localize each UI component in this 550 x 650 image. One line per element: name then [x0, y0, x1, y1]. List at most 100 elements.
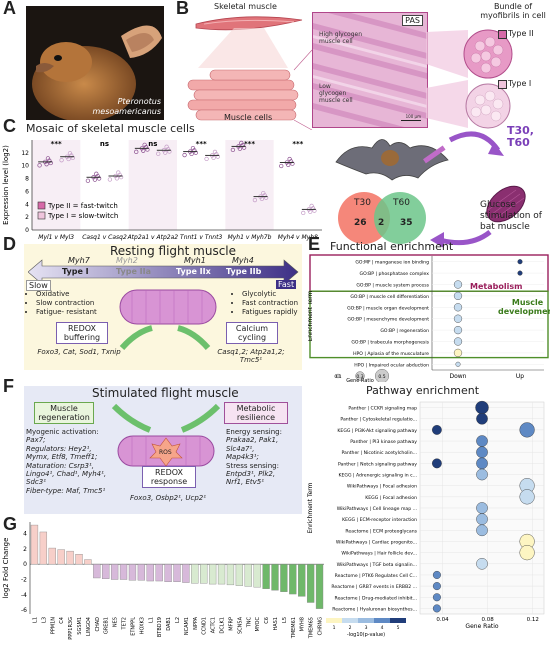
metabolic-resilience-box: Metabolic resilience	[224, 402, 288, 424]
type2-swatch	[498, 30, 507, 39]
y-tick-label: 4	[25, 201, 29, 208]
pathway-dot	[432, 424, 442, 435]
fold-change-bar	[271, 563, 279, 591]
pathway-term-label: Panther | Notch signaling pathway	[338, 461, 417, 467]
pathway-dot	[519, 489, 535, 505]
resting-muscle-fiber	[119, 289, 217, 351]
meta-line-5: Entpd3¹, Plk2,	[226, 470, 276, 479]
x-axis-label: Gene Ratio	[465, 623, 498, 630]
fold-change-bar	[84, 559, 92, 565]
x-tick-label: Myl1 v Myl3	[38, 234, 74, 241]
stimulated-title: Stimulated flight muscle	[92, 386, 239, 400]
t60-label: T60	[507, 136, 530, 149]
fold-change-bar	[164, 563, 172, 583]
gene-label: TMEM61	[291, 617, 297, 639]
fold-change-bar	[289, 563, 297, 595]
data-point	[301, 210, 306, 216]
category-band	[128, 140, 177, 230]
pathway-dot	[432, 570, 441, 579]
fold-change-bar	[306, 563, 315, 603]
term-label: GO:BP | muscle organ development	[347, 305, 429, 311]
type1-fiber: Type I	[62, 267, 89, 276]
slow-prop-3: Fatigue- resistant	[36, 308, 97, 317]
glucose-label: Glucose stimulation of bat muscle	[480, 200, 542, 233]
data-point	[279, 163, 284, 169]
enrichment-dot	[453, 291, 463, 301]
type2a-fiber: Type IIa	[116, 267, 152, 276]
pathway-dot	[476, 446, 488, 459]
gene-label: SGSM1	[77, 617, 83, 635]
pathway-enrichment-chart: Panther | CCKR signaling map Panther | Cy…	[307, 400, 545, 638]
pathway-dot	[476, 513, 488, 525]
data-point	[116, 170, 121, 175]
low-glycogen-label: Low glycogen muscle cell	[319, 83, 353, 104]
venn-t60-count: 35	[400, 218, 413, 228]
muscle-development-box	[309, 290, 549, 359]
pathway-term-label: Panther | Nicotinic acetylcholin...	[341, 450, 417, 456]
data-point	[239, 140, 244, 146]
pathway-term-label: KEGG | ECM-receptor interaction	[342, 517, 417, 523]
gene-label: HOXK3	[139, 617, 145, 634]
bat-photo: Pteronotus mesoamericanus	[26, 6, 164, 120]
panel-label-a: A	[3, 0, 16, 18]
scale-bar	[401, 120, 421, 121]
data-point	[156, 151, 161, 156]
y-tick-label: 0	[25, 227, 29, 234]
functional-enrichment-title: Functional enrichment	[330, 240, 454, 253]
data-point	[85, 178, 91, 183]
pathway-dot	[476, 435, 488, 447]
regen-line-1: Pax7;	[26, 436, 46, 445]
enrichment-dot	[453, 280, 463, 289]
data-point	[37, 163, 42, 168]
y-axis-label: log2 Fold Change	[2, 538, 10, 599]
y-tick-label: 2	[23, 546, 27, 553]
gene-label: DCLK1	[220, 617, 226, 634]
y-tick-label: -6	[21, 607, 27, 614]
gene-label: L3	[41, 617, 47, 623]
fold-change-bar	[39, 531, 48, 565]
metabolism-label: Metabolism	[470, 282, 523, 291]
gene-label: L1	[148, 617, 154, 623]
pas-texture	[313, 13, 427, 127]
fiber-type-arrow	[28, 259, 299, 285]
fold-change-bar	[200, 563, 208, 584]
myofibril-bundles	[426, 29, 513, 129]
fold-change-bar	[66, 550, 74, 565]
x-tick-up: Up	[516, 373, 524, 380]
colorbar-segment	[342, 618, 358, 623]
data-point	[212, 149, 218, 155]
glucose-line-3: bat muscle	[480, 222, 530, 232]
muscle-dev-line-1: Muscle	[511, 298, 544, 307]
fold-change-bar	[102, 563, 110, 579]
chart-c-title: Mosaic of skeletal muscle cells	[26, 122, 195, 135]
data-point	[45, 156, 51, 161]
regen-line-6: Sdc3¹	[26, 478, 46, 487]
resting-title: Resting flight muscle	[110, 244, 237, 258]
venn-t60-label: T60	[393, 198, 410, 208]
data-point	[107, 177, 113, 182]
fold-change-bar	[137, 563, 146, 581]
scale-bar-label: 100 μm	[405, 114, 421, 119]
size-legend-label: 0.1	[334, 374, 341, 380]
meta-line-3: Map4k3¹;	[226, 453, 259, 462]
redox-response-genes: Foxo3, Osbp2¹, Ucp2¹	[129, 494, 207, 502]
enrichment-dot	[453, 314, 463, 323]
type1-label: Type I	[508, 79, 532, 88]
data-point	[142, 142, 147, 148]
gene-label: GREB1	[104, 617, 110, 634]
gene-label: NPPA	[193, 616, 199, 629]
regen-line-0: Myogenic activation:	[26, 428, 99, 436]
data-point	[190, 145, 196, 151]
significance-label: ***	[51, 140, 62, 148]
fold-change-bar	[146, 563, 154, 582]
data-point	[230, 147, 236, 153]
t30-label: T30,	[507, 124, 534, 137]
x-tick-label: Myh1 v Myh7b	[228, 234, 272, 241]
fold-change-bar	[93, 563, 101, 579]
venn-t30-label: T30	[354, 198, 371, 208]
panel-label-d: D	[3, 234, 16, 254]
calcium-cycling-box: Calcium cycling	[226, 322, 278, 344]
y-tick-label: -2	[21, 577, 27, 584]
gene-label: L1	[32, 617, 38, 623]
x-tick-label: Myh4 v Myh8	[278, 234, 318, 241]
